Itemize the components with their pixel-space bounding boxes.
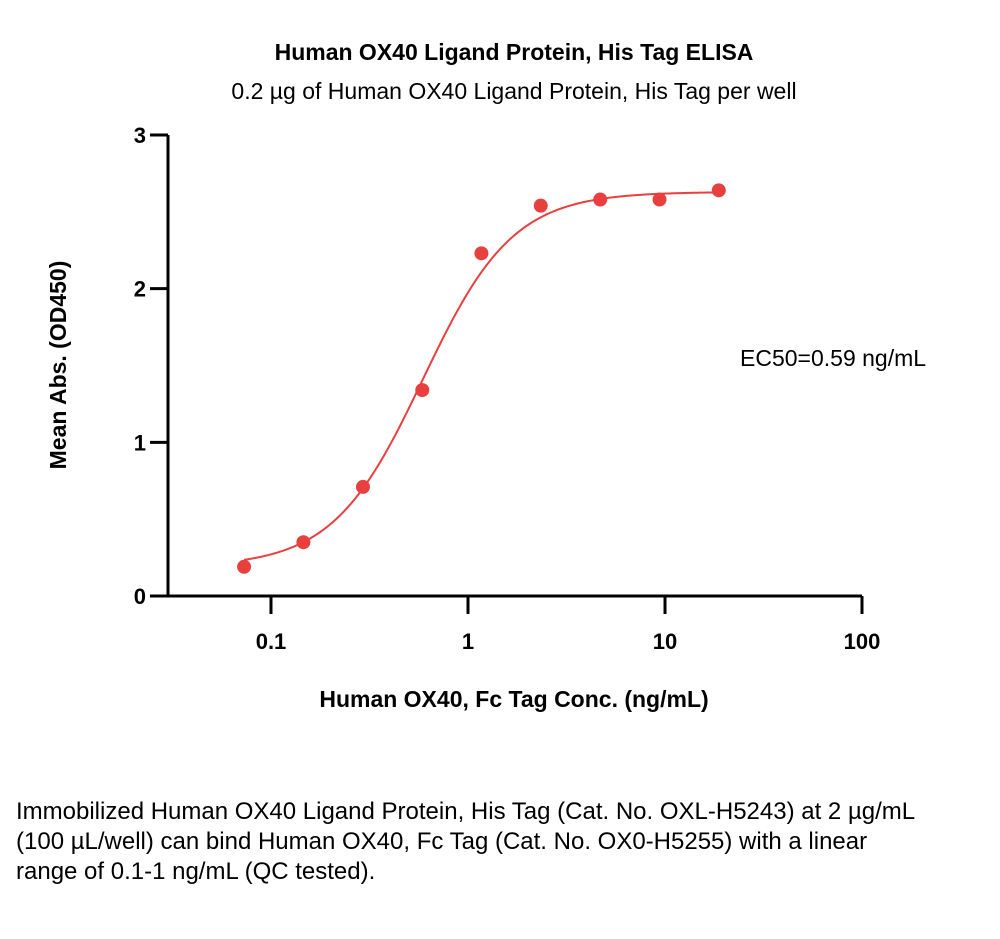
x-axis-label: Human OX40, Fc Tag Conc. (ng/mL)	[319, 686, 708, 712]
data-point	[474, 246, 489, 261]
elisa-chart: Human OX40 Ligand Protein, His Tag ELISA…	[45, 39, 926, 712]
data-point	[593, 192, 608, 207]
data-point	[355, 479, 370, 494]
data-point	[415, 383, 430, 398]
data-point	[652, 192, 667, 207]
ec50-annotation: EC50=0.59 ng/mL	[740, 345, 926, 371]
x-tick-label: 1	[462, 629, 474, 654]
fit-curve	[243, 191, 719, 561]
data-points	[237, 183, 726, 574]
axes: 0 1 2 3 0.1 1 10 100	[134, 123, 881, 654]
data-point	[237, 559, 252, 574]
figure-caption: Immobilized Human OX40 Ligand Protein, H…	[16, 798, 915, 885]
fit-curve-layer	[243, 191, 719, 561]
chart-title: Human OX40 Ligand Protein, His Tag ELISA	[275, 39, 754, 65]
data-point	[296, 535, 311, 550]
chart-subtitle: 0.2 µg of Human OX40 Ligand Protein, His…	[231, 78, 796, 104]
x-tick-label: 100	[844, 629, 881, 654]
x-tick-label: 10	[653, 629, 677, 654]
data-point	[711, 183, 726, 198]
y-tick-label: 1	[134, 430, 146, 455]
x-tick-label: 0.1	[256, 629, 287, 654]
y-axis-label: Mean Abs. (OD450)	[45, 261, 71, 470]
data-point	[533, 198, 548, 213]
y-tick-label: 2	[134, 277, 146, 302]
y-tick-label: 0	[134, 584, 146, 609]
y-tick-label: 3	[134, 123, 146, 148]
